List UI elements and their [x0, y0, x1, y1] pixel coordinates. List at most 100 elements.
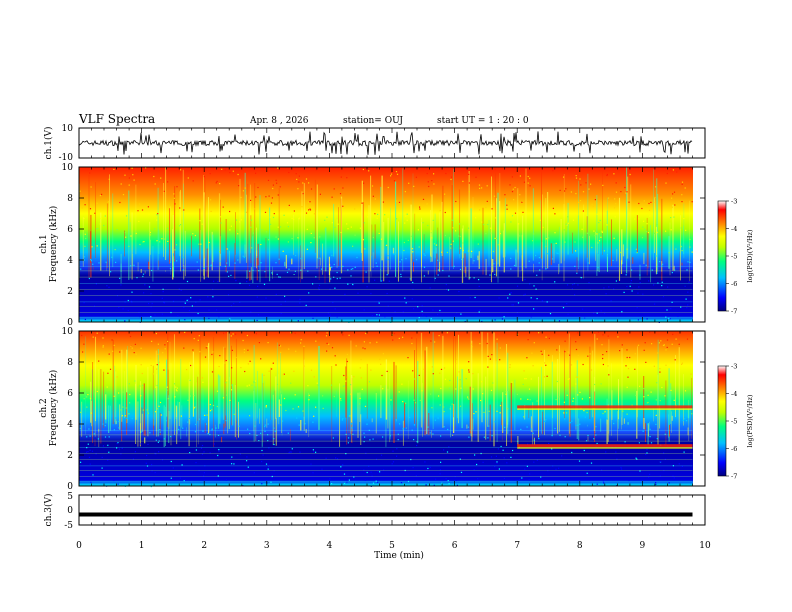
spectrogram-pixel: [433, 484, 435, 486]
spectrogram-pixel: [133, 179, 135, 181]
spectrogram-pixel: [306, 248, 308, 250]
spectrogram-pixel: [351, 423, 353, 425]
spectrogram-pixel: [246, 334, 248, 337]
spectrogram-pixel: [610, 300, 612, 302]
spectrogram-pixel: [411, 248, 414, 250]
spectrogram-pixel: [635, 248, 637, 250]
spectrogram-pixel: [336, 458, 339, 460]
spectrogram-pixel: [415, 259, 418, 261]
spectrogram-pixel: [533, 233, 535, 235]
spectrogram-pixel: [128, 177, 130, 179]
spectrogram-pixel: [151, 340, 153, 342]
spectrogram-pixel: [132, 458, 134, 460]
freq-tick-label: 6: [67, 225, 73, 235]
spectrogram-pixel: [335, 457, 337, 459]
spectrogram-pixel: [404, 191, 406, 193]
spectrogram-pixel: [203, 475, 205, 477]
spectrogram-pixel: [267, 342, 269, 344]
spectrogram-pixel: [120, 204, 122, 207]
spectrogram-pixel: [507, 297, 509, 299]
spectrogram-pixel: [176, 390, 178, 392]
spectrogram-pixel: [596, 442, 598, 445]
spectrogram-pixel: [173, 193, 175, 195]
spectrogram-pixel: [226, 271, 228, 273]
spectrogram-pixel: [676, 171, 678, 173]
spectrogram-pixel: [92, 263, 94, 265]
chart-title: VLF Spectra: [78, 112, 155, 126]
spectrogram-pixel: [124, 320, 126, 322]
spectrogram-pixel: [260, 262, 262, 264]
spectrogram-pixel: [204, 356, 207, 358]
spectrogram-pixel: [410, 235, 413, 237]
spectrogram-pixel: [496, 461, 498, 463]
spectrogram-pixel: [460, 313, 462, 315]
spectrogram-pixel: [496, 462, 498, 464]
spectrogram-pixel: [179, 477, 181, 479]
spectrogram-pixel: [566, 284, 569, 286]
spectrogram-pixel: [366, 286, 368, 288]
spectrogram-pixel: [661, 281, 663, 283]
spectrogram-pixel: [201, 444, 204, 447]
spectrogram-pixel: [686, 307, 688, 309]
spectrogram-pixel: [399, 423, 401, 425]
spectrogram-pixel: [580, 276, 582, 279]
spectrogram-pixel: [332, 301, 334, 304]
spectrogram-pixel: [130, 235, 132, 237]
spectrogram-pixel: [301, 206, 303, 208]
spectrogram-pixel: [480, 399, 482, 402]
spectrogram-pixel: [565, 188, 567, 190]
spectrogram-pixel: [459, 405, 462, 407]
spectrogram-pixel: [263, 374, 265, 376]
spectrogram-pixel: [576, 376, 578, 378]
spectrogram-pixel: [192, 349, 194, 351]
spectrogram-pixel: [118, 392, 120, 394]
spectrogram-pixel: [405, 258, 407, 260]
spectrogram-pixel: [161, 313, 163, 315]
spectrogram-pixel: [225, 359, 227, 362]
spectrogram-pixel: [496, 410, 498, 412]
spectrogram-pixel: [364, 348, 366, 350]
spectrogram-pixel: [184, 479, 186, 481]
spectrogram-pixel: [288, 452, 290, 454]
spectrogram-pixel: [390, 173, 393, 175]
spectrogram-pixel: [475, 176, 477, 178]
spectrogram-pixel: [497, 244, 499, 246]
spectrogram-pixel: [108, 353, 110, 355]
spectrogram-pixel: [495, 359, 497, 361]
spectrogram-pixel: [643, 349, 645, 351]
spectrogram-pixel: [197, 312, 199, 315]
spectrogram-pixel: [589, 289, 591, 291]
spectrogram-pixel: [216, 180, 218, 182]
spectrogram-pixel: [236, 229, 238, 231]
spectrogram-pixel: [233, 302, 235, 305]
spectrogram-pixel: [240, 483, 242, 485]
spectrogram-pixel: [217, 434, 220, 436]
spectrogram-pixel: [518, 223, 520, 225]
spectrogram-pixel: [169, 268, 172, 270]
spectrogram-pixel: [623, 291, 625, 293]
spectrogram-pixel: [292, 408, 294, 410]
spectrogram-pixel: [144, 284, 146, 286]
spectrogram-pixel: [330, 384, 333, 386]
spectrogram-pixel: [325, 457, 327, 459]
spectrogram-pixel: [432, 219, 434, 221]
spectrogram-pixel: [636, 458, 638, 460]
spectrogram-pixel: [200, 243, 202, 245]
spectrogram-pixel: [615, 451, 617, 453]
spectrogram-pixel: [478, 279, 480, 281]
spectrogram-pixel: [542, 226, 544, 228]
spectrogram-pixel: [596, 213, 598, 215]
spectrogram-pixel: [155, 439, 157, 441]
spectrogram-pixel: [675, 248, 677, 250]
spectrogram-pixel: [308, 209, 310, 211]
ch3-tick-top: 5: [67, 492, 73, 502]
spectrogram-pixel: [175, 244, 178, 246]
spectrogram-pixel: [648, 209, 651, 211]
spectrogram-pixel: [161, 238, 163, 240]
spectrogram-pixel: [231, 456, 233, 458]
spectrogram-pixel: [467, 250, 469, 252]
spectrogram-pixel: [536, 400, 538, 402]
spectrogram-pixel: [659, 475, 661, 477]
spectrogram-pixel: [87, 443, 89, 445]
